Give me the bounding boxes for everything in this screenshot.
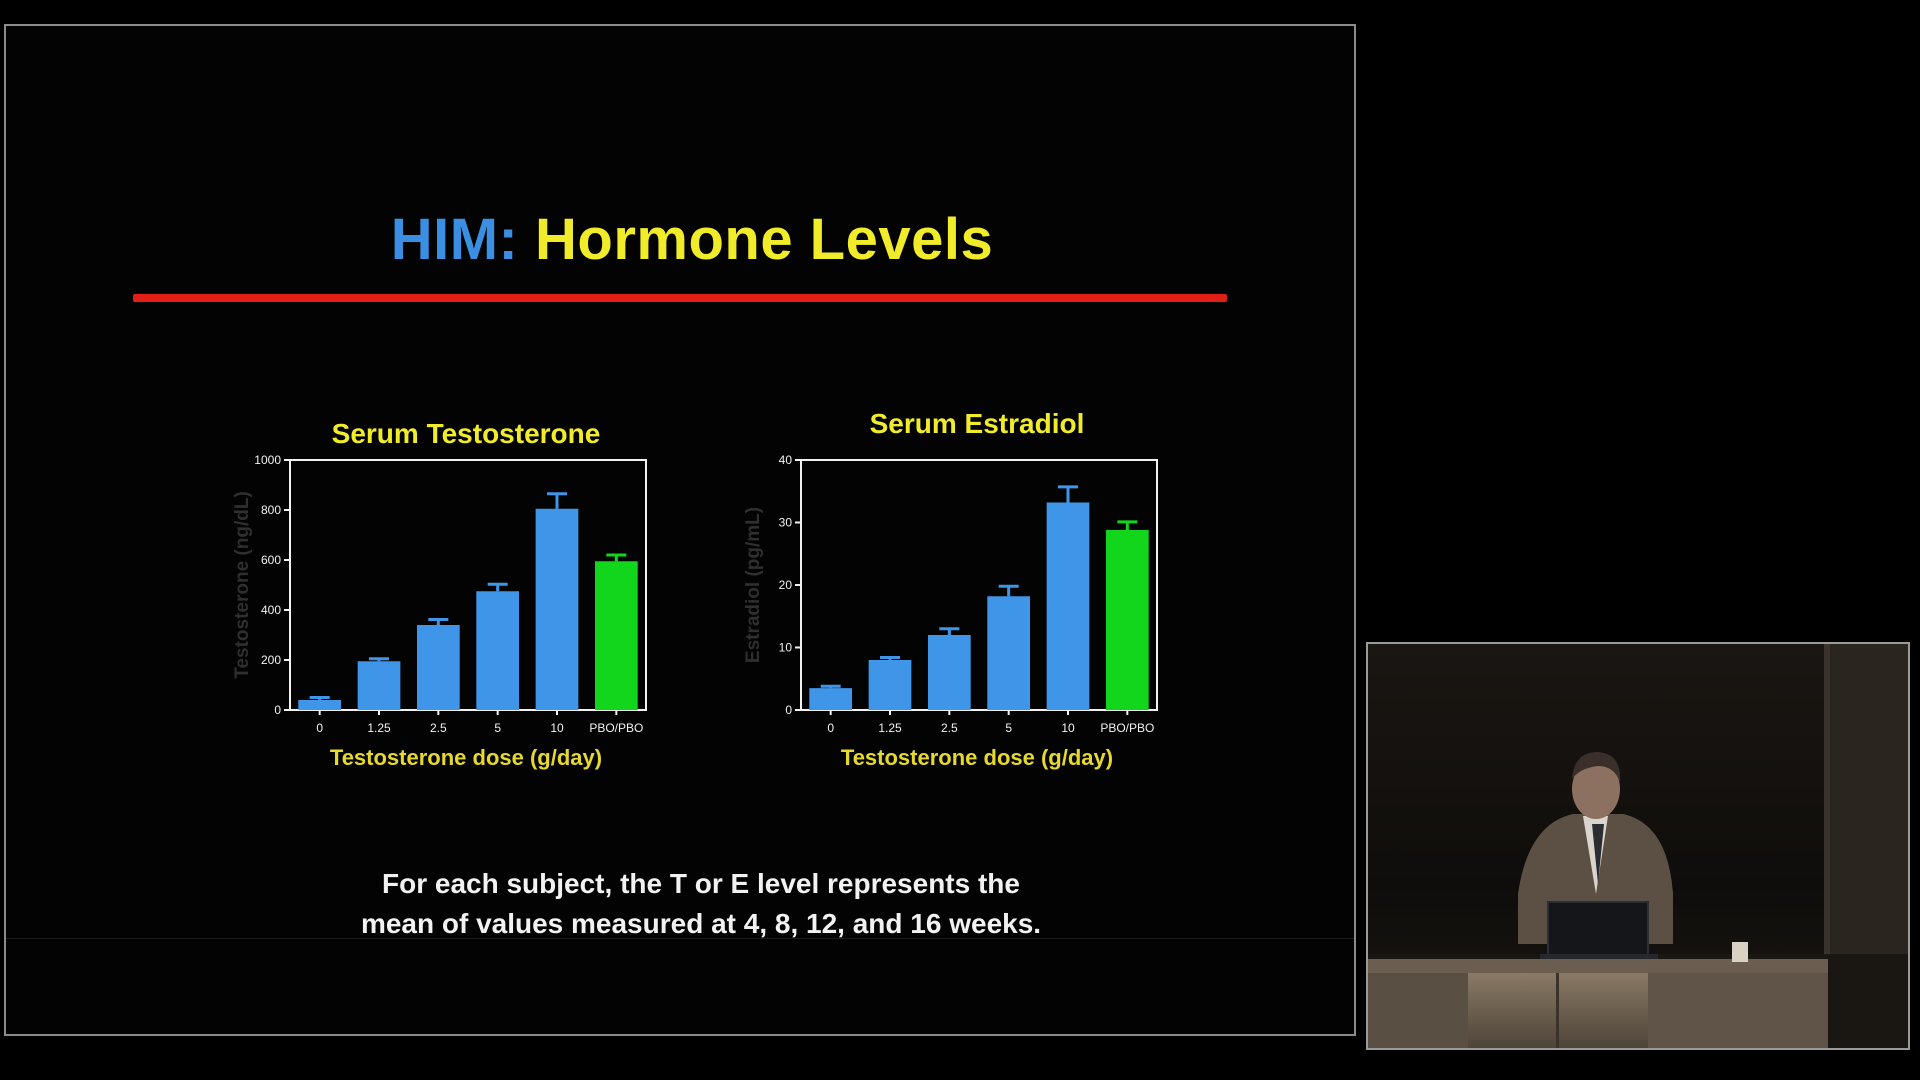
- y-tick-label: 40: [779, 454, 793, 467]
- y-tick-label: 0: [274, 703, 281, 717]
- y-tick-label: 10: [779, 641, 793, 655]
- x-tick-label: 5: [494, 721, 501, 735]
- caption-line-1: For each subject, the T or E level repre…: [382, 868, 1020, 899]
- caption-line-2: mean of values measured at 4, 8, 12, and…: [360, 908, 1042, 939]
- chart-title: Serum Testosterone: [331, 418, 601, 449]
- title-underline-rule: [133, 294, 1227, 302]
- speaker-video-inset: [1366, 642, 1910, 1050]
- bar: [987, 596, 1031, 710]
- bar: [1105, 530, 1149, 710]
- bar: [357, 661, 401, 710]
- plot-frame: [800, 459, 1158, 711]
- x-tick-label: 1.25: [878, 721, 902, 735]
- y-tick-label: 0: [785, 703, 792, 717]
- y-axis-label: Estradiol (pg/mL): [743, 507, 764, 663]
- x-tick-label: 0: [827, 721, 834, 735]
- slide-title: HIM: Hormone Levels: [6, 206, 1354, 273]
- bar: [868, 660, 912, 710]
- y-tick-label: 20: [779, 578, 793, 592]
- bar: [594, 561, 638, 710]
- bar: [535, 508, 579, 710]
- slide-title-main: Hormone Levels: [535, 207, 994, 272]
- estradiol-chart: Serum Estradiol Estradiol (pg/mL) 0 10 20 30…: [717, 408, 1187, 788]
- x-tick-label: 5: [1005, 721, 1012, 735]
- bar: [298, 700, 342, 710]
- y-tick-label: 30: [779, 516, 793, 530]
- bar: [927, 635, 971, 710]
- slide-title-prefix: HIM:: [390, 207, 519, 272]
- chart-title: Serum Estradiol: [869, 408, 1085, 439]
- presentation-slide: HIM: Hormone Levels Serum Testosterone T…: [4, 24, 1356, 1036]
- laptop: [1540, 901, 1658, 962]
- x-tick-label: 10: [550, 721, 564, 735]
- x-tick-label: 2.5: [430, 721, 447, 735]
- estradiol-chart-svg: Estradiol (pg/mL) 0 10 20 30 40 0 1.25 2.5 5 10 PBO…: [743, 454, 1158, 735]
- bar: [476, 591, 520, 710]
- chart-x-axis-label: Testosterone dose (g/day): [329, 745, 603, 770]
- plot-frame: [289, 459, 647, 711]
- slide-caption: For each subject, the T or E level repre…: [6, 864, 1354, 944]
- bar: [416, 625, 460, 710]
- cup: [1732, 942, 1748, 962]
- bar: [809, 688, 853, 710]
- y-tick-label: 800: [261, 503, 281, 517]
- bar: [1046, 502, 1090, 710]
- y-axis-label: Testosterone (ng/dL): [232, 491, 253, 679]
- x-tick-label: 0: [316, 721, 323, 735]
- podium: [1368, 959, 1828, 1048]
- testosterone-chart-svg: Testosterone (ng/dL) 0 200 400 600 800 1000 0 1.…: [232, 454, 647, 735]
- x-tick-label: PBO/PBO: [589, 721, 643, 735]
- testosterone-chart: Serum Testosterone Testosterone (ng/dL) 0…: [206, 408, 676, 788]
- y-tick-label: 400: [261, 603, 281, 617]
- y-tick-label: 200: [261, 653, 281, 667]
- y-tick-label: 1000: [254, 454, 281, 467]
- x-tick-label: 10: [1061, 721, 1075, 735]
- x-tick-label: 2.5: [941, 721, 958, 735]
- x-tick-label: 1.25: [367, 721, 391, 735]
- slide-bottom-divider: [6, 938, 1354, 939]
- x-tick-label: PBO/PBO: [1100, 721, 1154, 735]
- y-tick-label: 600: [261, 553, 281, 567]
- speaker-video-image: [1368, 644, 1908, 1048]
- chart-x-axis-label: Testosterone dose (g/day): [840, 745, 1114, 770]
